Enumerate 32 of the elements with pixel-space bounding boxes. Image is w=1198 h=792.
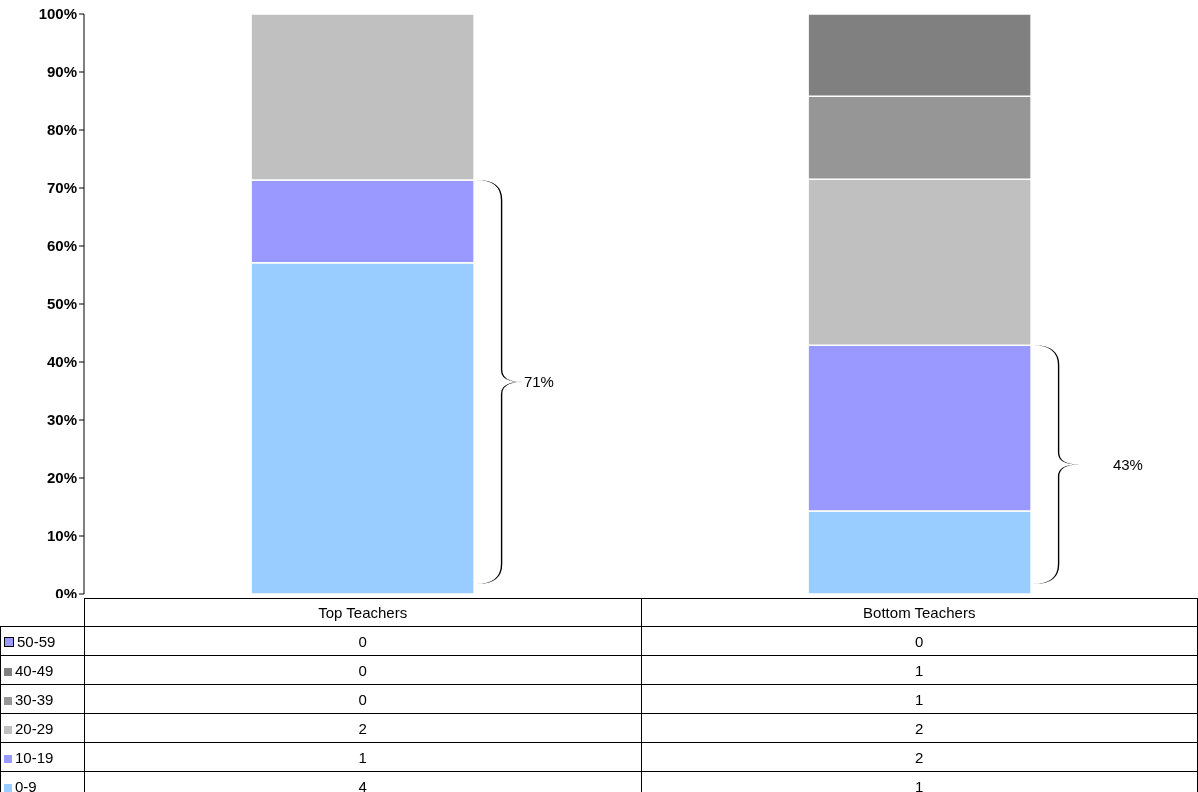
data-label: 0 — [84, 684, 641, 714]
data-label: 4 — [84, 771, 641, 792]
category-label: Bottom Teachers — [641, 598, 1198, 627]
data-label: 2 — [641, 742, 1198, 772]
legend-label: 50-59 — [0, 626, 85, 656]
y-tick-label: 60% — [46, 237, 77, 255]
data-label: 1 — [641, 684, 1198, 714]
data-label: 0 — [84, 626, 641, 656]
category-label: Top Teachers — [84, 598, 641, 627]
y-tick-label: 30% — [46, 411, 77, 429]
data-label: 0 — [641, 626, 1198, 656]
y-tick-label: 80% — [46, 121, 77, 139]
y-tick-label: 20% — [46, 469, 77, 487]
y-tick-label: 50% — [46, 295, 77, 313]
annotation: 43% — [1112, 455, 1143, 473]
y-tick-label: 40% — [46, 353, 77, 371]
data-label: 1 — [84, 742, 641, 772]
legend-label: 0-9 — [0, 771, 85, 792]
y-tick-label: 100% — [38, 5, 77, 23]
legend-label: 30-39 — [0, 684, 85, 714]
legend-label: 20-29 — [0, 713, 85, 743]
annotation: 71% — [523, 372, 554, 390]
y-tick-label: 90% — [46, 63, 77, 81]
y-tick-label: 10% — [46, 527, 77, 545]
data-label: 0 — [84, 655, 641, 685]
y-tick-label: 70% — [46, 179, 77, 197]
legend-label: 10-19 — [0, 742, 85, 772]
legend-label: 40-49 — [0, 655, 85, 685]
data-label: 2 — [84, 713, 641, 743]
data-label: 1 — [641, 655, 1198, 685]
data-label: 2 — [641, 713, 1198, 743]
data-label: 1 — [641, 771, 1198, 792]
